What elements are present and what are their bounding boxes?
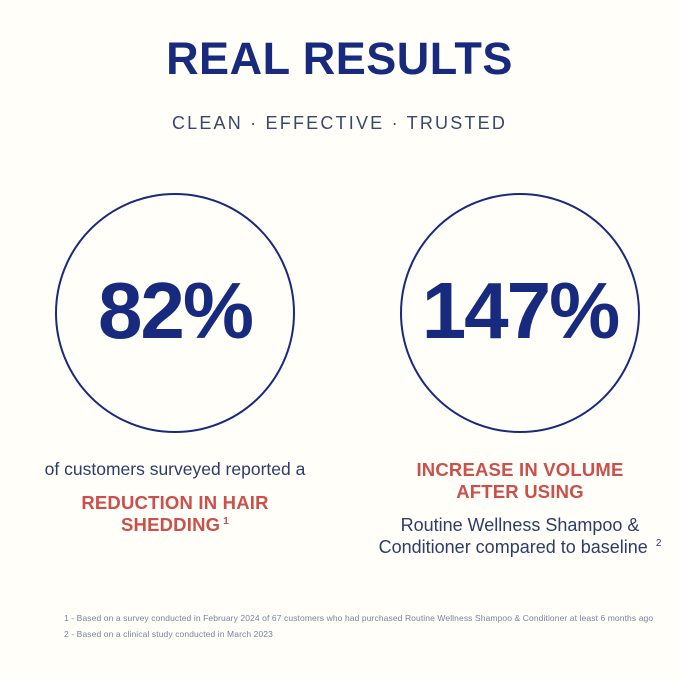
stat-caption-volume: INCREASE IN VOLUME AFTER USING Routine W… (365, 459, 675, 558)
highlight-line: INCREASE IN VOLUME (416, 459, 624, 480)
highlight-line: REDUCTION IN HAIR (81, 492, 269, 513)
page-subtitle: CLEAN · EFFECTIVE · TRUSTED (171, 113, 508, 133)
page-title: REAL RESULTS (166, 33, 513, 84)
stat-detail-text: Routine Wellness Shampoo & Conditioner c… (365, 514, 675, 558)
highlight-line: SHEDDING (120, 514, 221, 535)
stat-column-shedding: 82% of customers surveyed reported a RED… (20, 193, 330, 536)
stat-caption-shedding: of customers surveyed reported a REDUCTI… (20, 459, 330, 536)
stat-highlight-text: INCREASE IN VOLUME AFTER USING (365, 459, 675, 503)
stat-value-shedding: 82% (97, 266, 254, 355)
detail-line: Routine Wellness Shampoo & (400, 515, 640, 535)
stat-circle-shedding: 82% (55, 193, 295, 433)
footnote-ref-2: 2 (655, 538, 662, 549)
stat-lead-text: of customers surveyed reported a (44, 459, 306, 479)
stat-circle-volume: 147% (400, 193, 640, 433)
footnote-ref-1: 1 (223, 515, 229, 527)
highlight-line: AFTER USING (456, 481, 584, 502)
stat-column-volume: 147% INCREASE IN VOLUME AFTER USING Rout… (365, 193, 675, 558)
footnote-2: 2 - Based on a clinical study conducted … (64, 628, 273, 639)
footnotes: 1 - Based on a survey conducted in Febru… (64, 611, 653, 642)
footnote-1: 1 - Based on a survey conducted in Febru… (64, 613, 654, 623)
detail-line: Conditioner compared to baseline (378, 537, 648, 557)
stat-value-volume: 147% (421, 266, 621, 355)
stat-highlight-text: REDUCTION IN HAIR SHEDDING 1 (20, 492, 330, 536)
